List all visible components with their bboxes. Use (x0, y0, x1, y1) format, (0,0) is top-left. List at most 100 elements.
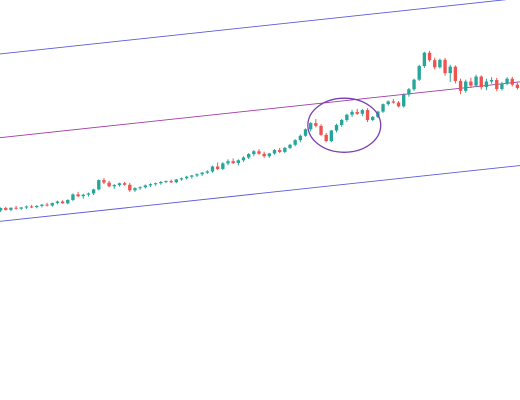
candle (0, 207, 3, 213)
candle (438, 58, 442, 69)
candle (102, 177, 106, 185)
candle (272, 149, 277, 155)
candle-body (407, 89, 411, 95)
candle-body (76, 194, 80, 197)
candle (112, 184, 116, 189)
candle-body (298, 135, 303, 141)
candle (433, 57, 437, 70)
candle-body (283, 147, 287, 152)
candle-body (195, 174, 199, 176)
candle (427, 50, 432, 62)
candle (355, 108, 359, 116)
candle (510, 76, 514, 87)
candle-body (179, 178, 184, 180)
candle-body (164, 181, 168, 183)
candle-body (484, 81, 489, 88)
candle (448, 64, 452, 82)
candle (469, 77, 473, 89)
candle-body (309, 123, 313, 130)
candle (236, 159, 241, 166)
candle (267, 152, 272, 158)
candle-body (412, 79, 416, 90)
candle-body (329, 130, 334, 142)
candle (122, 181, 127, 186)
candle-body (190, 175, 194, 177)
candle-body (29, 206, 34, 208)
candles-layer (0, 50, 520, 213)
candle (422, 51, 427, 68)
candle (9, 207, 13, 212)
candle-body (97, 180, 101, 190)
candle-body (288, 144, 292, 148)
candle (91, 188, 96, 195)
candle-body (60, 201, 65, 204)
candle (489, 77, 494, 84)
candle-body (143, 185, 147, 188)
candle-body (474, 76, 478, 86)
candle-body (159, 181, 163, 184)
candle-body (81, 194, 85, 197)
candle (371, 115, 375, 122)
candle-body (464, 81, 468, 91)
candle (35, 205, 39, 209)
candle (412, 78, 416, 91)
candle-body (241, 157, 246, 161)
candle-body (112, 185, 116, 187)
candle-body (438, 59, 442, 68)
candle-body (174, 179, 178, 183)
candle-body (277, 150, 282, 152)
candle-body (9, 207, 13, 210)
candle-body (510, 78, 514, 85)
candle (365, 108, 370, 123)
candle (133, 187, 137, 192)
candle-body (138, 187, 142, 189)
candle-body (148, 184, 153, 186)
candle (97, 179, 101, 191)
candle (138, 186, 142, 190)
candle (226, 159, 230, 166)
candle (174, 178, 178, 184)
candle (195, 173, 199, 178)
candle-body (391, 101, 396, 103)
candle (257, 149, 261, 155)
candle (60, 200, 65, 204)
candle (66, 199, 70, 205)
candle (19, 207, 23, 210)
candle-body (262, 153, 266, 157)
candle-body (345, 114, 349, 120)
candle-body (4, 208, 8, 210)
highlight-ellipse (307, 97, 382, 153)
candle-body (350, 111, 354, 115)
candle-body (505, 78, 509, 84)
candle (407, 88, 411, 97)
candle-body (66, 199, 70, 204)
candle-body (0, 208, 3, 211)
candle-body (257, 151, 261, 154)
candle (386, 100, 390, 106)
candle-body (371, 116, 375, 120)
candle-body (71, 194, 75, 200)
candle-body (515, 84, 520, 89)
candle (464, 79, 468, 93)
candle-body (86, 193, 91, 195)
candle-body (35, 205, 39, 208)
candle (169, 179, 173, 183)
candle-body (102, 180, 106, 183)
channel-lines-layer (0, 0, 520, 222)
candle-body (210, 166, 215, 172)
candle (107, 180, 111, 188)
candle-body (458, 80, 463, 91)
candle-body (355, 111, 359, 114)
candle (143, 184, 147, 189)
candle (458, 78, 463, 95)
candle-body (267, 153, 272, 157)
candle-body (489, 79, 494, 82)
candle-body (133, 188, 137, 191)
candle-body (365, 110, 370, 120)
candle (241, 156, 246, 162)
candle-body (324, 134, 328, 142)
candle-body (24, 206, 29, 208)
candle (505, 77, 509, 86)
candle-body (236, 160, 241, 164)
candle-body (55, 201, 60, 204)
